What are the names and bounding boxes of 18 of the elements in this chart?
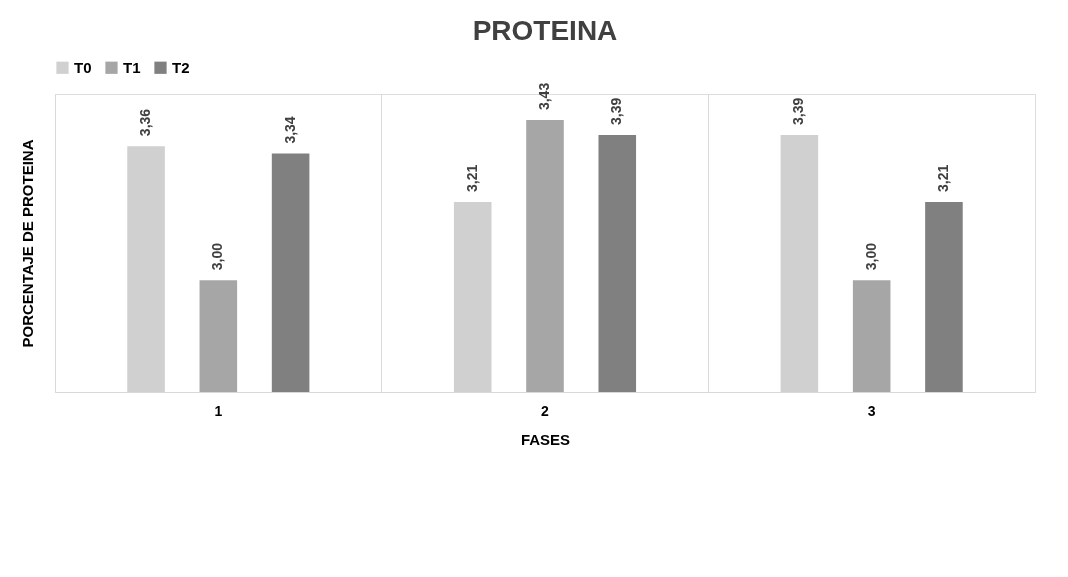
- data-label: 3,43: [536, 82, 552, 111]
- legend-label: T1: [123, 58, 141, 76]
- x-tick-label: 3: [867, 402, 876, 419]
- data-label: 3,00: [209, 242, 226, 271]
- chart-title: PROTEINA: [472, 15, 618, 46]
- data-label: 3,39: [608, 97, 625, 125]
- x-tick-label: 1: [214, 402, 223, 419]
- x-axis-title: FASES: [520, 430, 571, 448]
- legend-label: T0: [74, 58, 92, 76]
- data-label: 3,00: [862, 242, 879, 271]
- data-label: 3,21: [934, 164, 951, 193]
- data-label: 3,21: [463, 164, 480, 193]
- data-label: 3,36: [137, 108, 154, 137]
- data-label: 3,34: [281, 116, 298, 144]
- x-tick-label: 2: [541, 402, 550, 419]
- legend-label: T2: [172, 58, 190, 76]
- y-axis-title: PORCENTAJE DE PROTEINA: [18, 139, 36, 348]
- data-label: 3,39: [790, 97, 807, 125]
